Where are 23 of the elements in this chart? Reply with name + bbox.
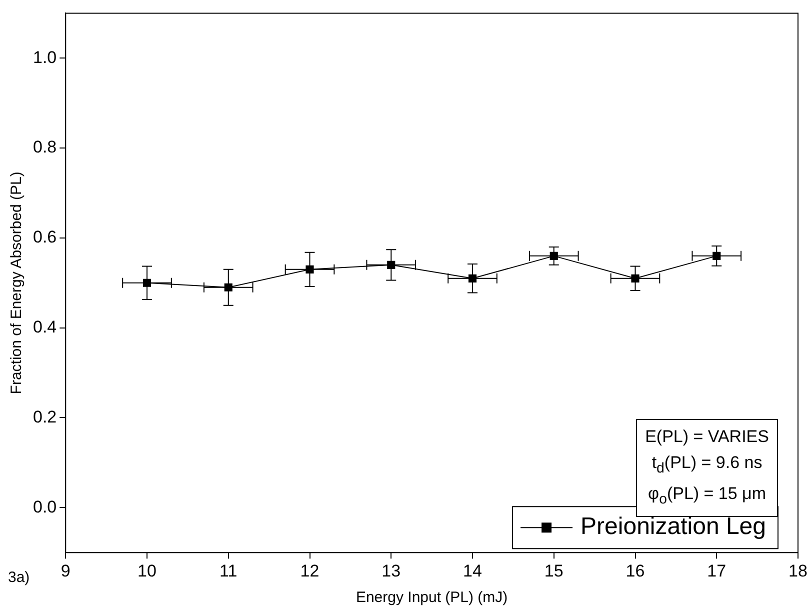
- y-tick-label: 0.4: [32, 318, 57, 337]
- x-tick-label: 13: [382, 561, 401, 580]
- y-tick-label: 0.8: [32, 138, 57, 157]
- x-tick-label: 17: [707, 561, 726, 580]
- x-tick-label: 9: [60, 561, 70, 580]
- text: 3a): [8, 568, 30, 586]
- legend-label: Preionization Leg: [580, 513, 766, 540]
- x-tick-label: 16: [626, 561, 645, 580]
- x-tick-label: 14: [463, 561, 482, 580]
- y-tick-label: 1.0: [32, 48, 57, 67]
- x-axis-title: Energy Input (PL) (mJ): [356, 589, 508, 606]
- x-tick-label: 10: [138, 561, 156, 580]
- y-tick-label: 0.0: [32, 497, 57, 516]
- annotation: t$_{d}$(PL) = 9.6 ns: [650, 452, 764, 478]
- y-tick-label: 0.2: [32, 407, 57, 426]
- annotation: φ$_{o}$(PL) = 15 μm: [647, 482, 768, 510]
- annotation: E(PL) = VARIES: [645, 426, 769, 448]
- x-tick-label: 15: [544, 561, 564, 580]
- x-tick-label: 11: [220, 561, 238, 580]
- x-tick-label: 18: [788, 561, 808, 580]
- y-tick-label: 0.6: [32, 228, 57, 247]
- x-tick-label: 12: [300, 561, 320, 580]
- y-axis-title: Fraction of Energy Absorbed (PL): [8, 172, 26, 394]
